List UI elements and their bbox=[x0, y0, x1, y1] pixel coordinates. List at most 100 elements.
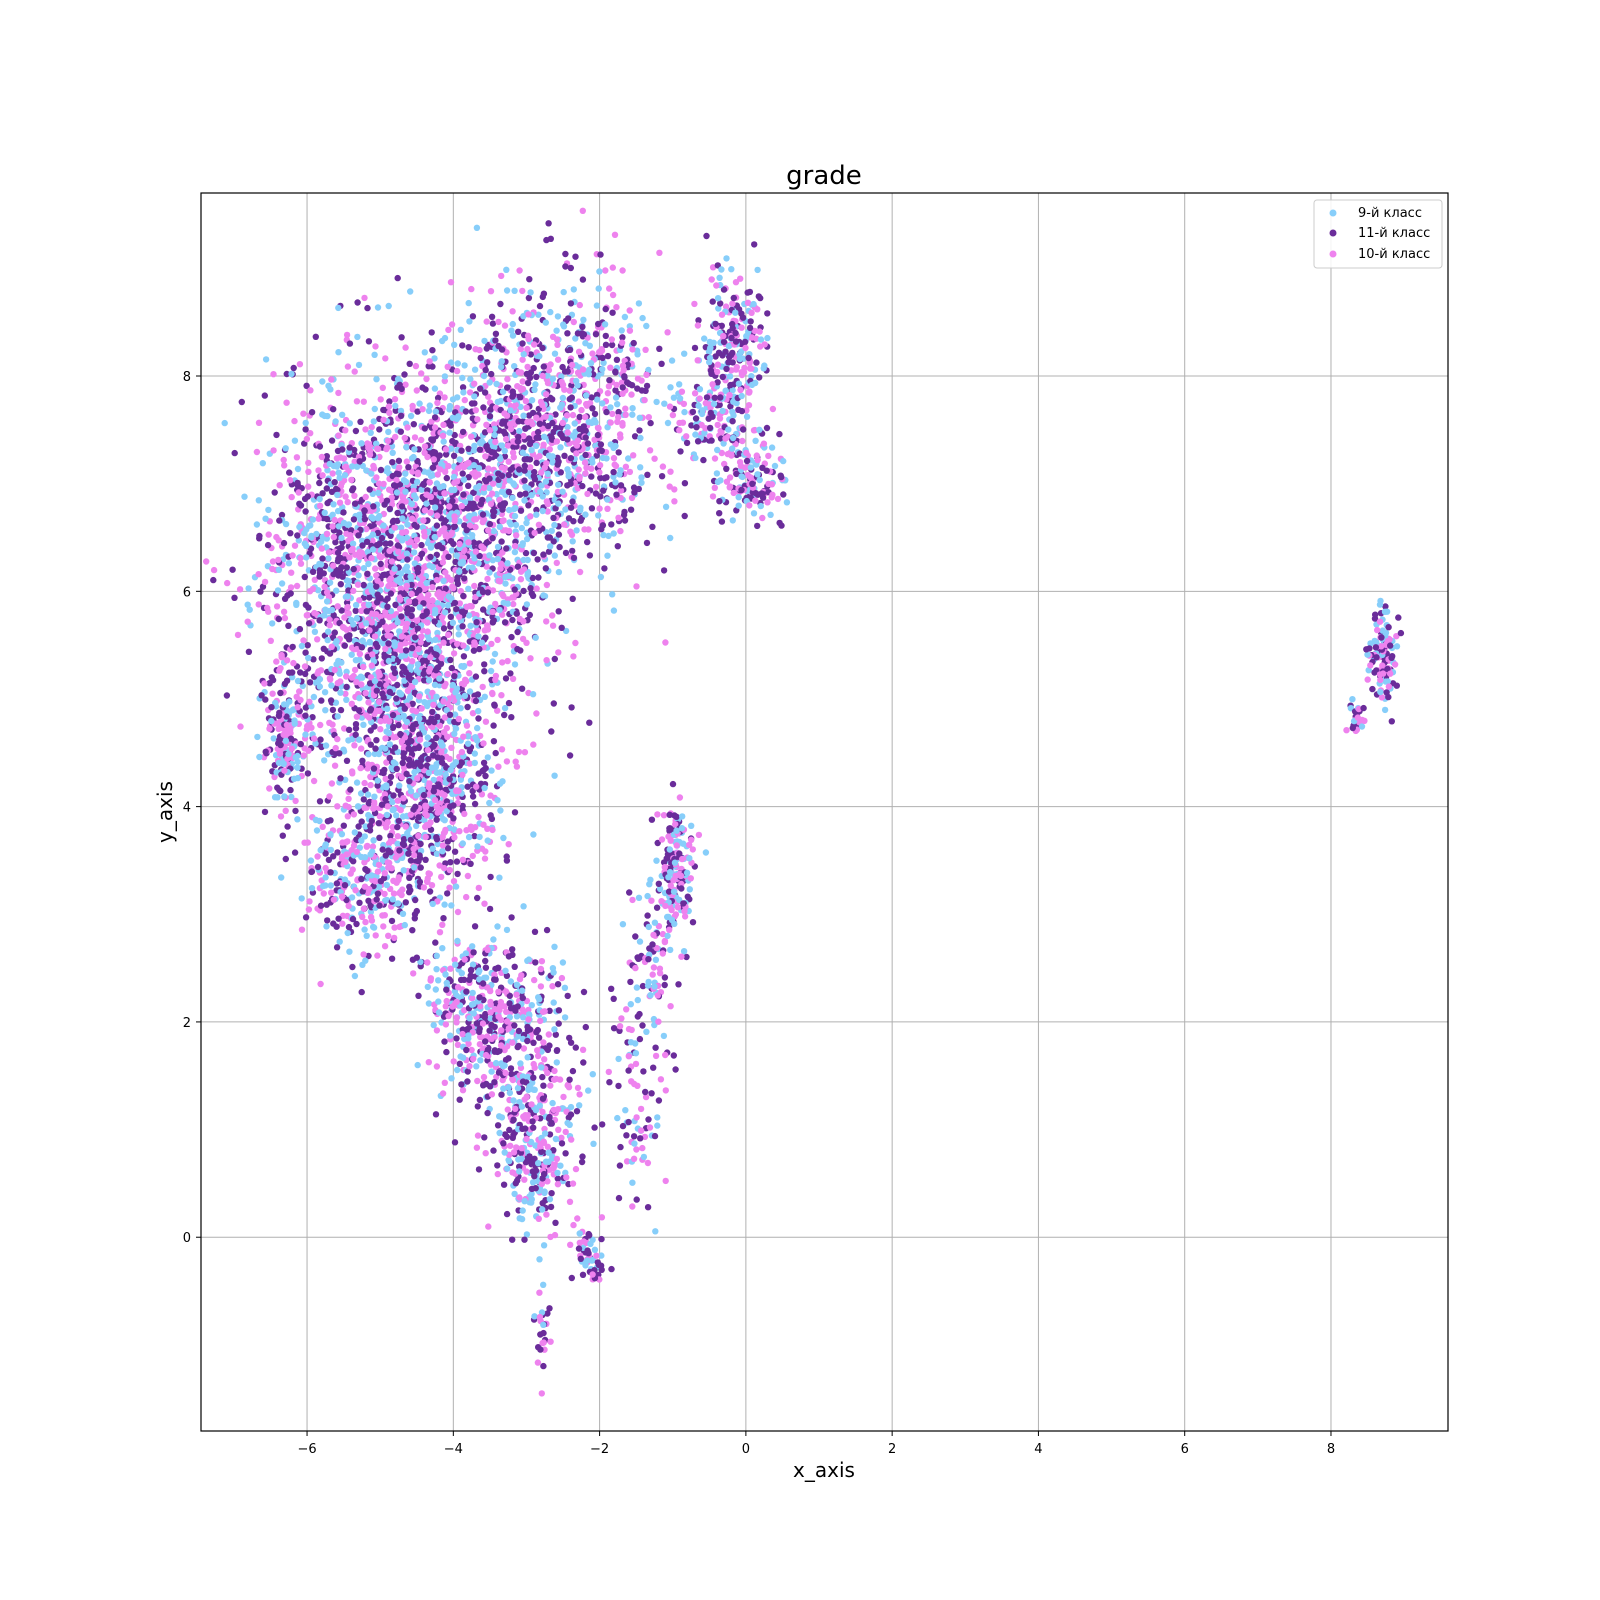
point-11-class bbox=[599, 522, 607, 529]
point-11-class bbox=[621, 517, 629, 524]
point-11-class bbox=[498, 346, 506, 353]
point-9-class bbox=[361, 833, 368, 840]
point-10-class bbox=[519, 635, 527, 643]
point-11-class bbox=[386, 505, 394, 513]
point-10-class bbox=[527, 655, 534, 662]
point-10-class bbox=[255, 601, 262, 608]
point-10-class bbox=[353, 398, 361, 405]
point-11-class bbox=[433, 816, 440, 823]
point-9-class bbox=[549, 453, 556, 460]
point-9-class bbox=[398, 524, 405, 531]
point-10-class bbox=[488, 490, 496, 497]
point-11-class bbox=[341, 642, 348, 649]
point-10-class bbox=[293, 454, 301, 461]
point-9-class bbox=[544, 470, 552, 477]
point-10-class bbox=[511, 542, 519, 550]
point-10-class bbox=[305, 483, 312, 490]
point-11-class bbox=[443, 474, 450, 482]
point-9-class bbox=[355, 736, 363, 743]
point-9-class bbox=[403, 443, 410, 451]
point-9-class bbox=[425, 407, 433, 415]
point-9-class bbox=[363, 467, 370, 474]
point-10-class bbox=[280, 456, 287, 464]
point-10-class bbox=[441, 490, 448, 497]
point-10-class bbox=[329, 470, 336, 477]
point-9-class bbox=[429, 845, 436, 852]
point-9-class bbox=[452, 759, 459, 766]
point-10-class bbox=[469, 852, 476, 860]
point-10-class bbox=[328, 376, 335, 383]
point-10-class bbox=[325, 549, 333, 556]
point-9-class bbox=[596, 268, 603, 275]
point-10-class bbox=[424, 619, 431, 626]
point-11-class bbox=[614, 543, 621, 550]
point-10-class bbox=[527, 513, 534, 520]
point-10-class bbox=[453, 787, 460, 794]
point-10-class bbox=[362, 689, 369, 697]
point-10-class bbox=[266, 785, 273, 792]
point-9-class bbox=[573, 527, 580, 534]
point-9-class bbox=[459, 374, 466, 382]
point-11-class bbox=[420, 791, 428, 799]
point-9-class bbox=[551, 521, 558, 529]
point-9-class bbox=[564, 466, 571, 473]
point-10-class bbox=[646, 447, 654, 454]
point-11-class bbox=[356, 899, 363, 906]
point-10-class bbox=[507, 425, 515, 433]
point-11-class bbox=[358, 644, 366, 651]
point-10-class bbox=[482, 848, 489, 855]
point-9-class bbox=[407, 412, 415, 420]
point-10-class bbox=[572, 639, 579, 647]
point-9-class bbox=[449, 619, 457, 626]
point-10-class bbox=[361, 294, 368, 302]
point-9-class bbox=[364, 791, 372, 798]
point-10-class bbox=[608, 336, 615, 343]
point-11-class bbox=[393, 695, 400, 702]
point-9-class bbox=[528, 447, 535, 454]
point-11-class bbox=[586, 552, 594, 559]
point-11-class bbox=[392, 601, 399, 608]
point-10-class bbox=[376, 553, 383, 560]
point-11-class bbox=[476, 446, 484, 453]
point-9-class bbox=[577, 504, 584, 511]
point-9-class bbox=[554, 313, 562, 320]
point-11-class bbox=[548, 728, 555, 735]
point-11-class bbox=[422, 640, 430, 648]
point-11-class bbox=[591, 410, 599, 418]
point-10-class bbox=[607, 419, 614, 426]
point-10-class bbox=[303, 435, 311, 443]
point-9-class bbox=[601, 321, 609, 328]
point-10-class bbox=[676, 427, 683, 434]
point-9-class bbox=[473, 224, 481, 231]
point-9-class bbox=[448, 902, 455, 909]
point-10-class bbox=[609, 264, 616, 271]
point-10-class bbox=[422, 833, 429, 841]
point-10-class bbox=[368, 662, 375, 669]
point-9-class bbox=[337, 689, 344, 696]
point-9-class bbox=[569, 538, 576, 545]
point-10-class bbox=[341, 614, 348, 621]
point-10-class bbox=[224, 579, 231, 587]
point-10-class bbox=[448, 744, 455, 751]
point-11-class bbox=[317, 902, 325, 909]
point-11-class bbox=[285, 622, 292, 629]
point-10-class bbox=[373, 474, 380, 481]
point-9-class bbox=[368, 872, 375, 879]
point-10-class bbox=[463, 603, 471, 611]
point-11-class bbox=[350, 565, 357, 573]
point-9-class bbox=[560, 288, 567, 296]
point-11-class bbox=[408, 737, 415, 745]
point-11-class bbox=[681, 512, 688, 520]
point-10-class bbox=[402, 381, 409, 388]
point-11-class bbox=[523, 370, 531, 378]
point-10-class bbox=[622, 405, 629, 412]
point-9-class bbox=[253, 521, 261, 528]
point-11-class bbox=[570, 518, 577, 525]
point-10-class bbox=[345, 795, 352, 802]
point-10-class bbox=[525, 311, 532, 318]
point-9-class bbox=[528, 397, 536, 404]
point-10-class bbox=[236, 586, 244, 593]
point-10-class bbox=[307, 430, 314, 437]
point-11-class bbox=[345, 587, 352, 594]
point-10-class bbox=[270, 371, 277, 378]
